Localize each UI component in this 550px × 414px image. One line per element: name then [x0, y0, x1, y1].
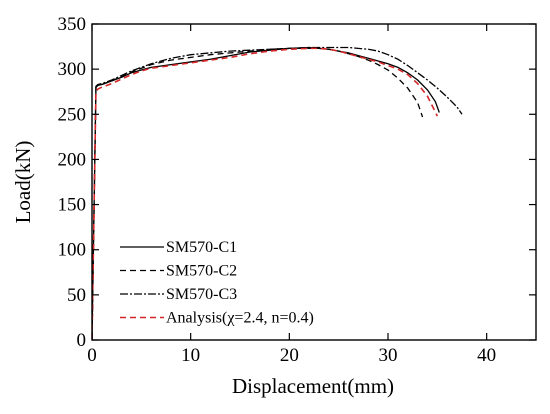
y-tick-label: 100 [58, 240, 87, 261]
series-line-3 [92, 46, 463, 340]
legend-label-4: Analysis(χ=2.4, n=0.4) [166, 310, 314, 327]
y-tick-label: 350 [58, 14, 87, 35]
x-tick-label: 0 [87, 345, 97, 366]
y-tick-label: 150 [58, 195, 87, 216]
y-tick-label: 200 [58, 149, 87, 170]
tick-labels: 0 10 20 30 40 0 50 100 150 200 250 300 350 [58, 14, 497, 366]
y-axis-title: Load(kN) [11, 141, 35, 224]
legend-label-2: SM570-C2 [166, 263, 237, 280]
y-tick-label: 0 [77, 330, 87, 351]
plot-frame [91, 23, 537, 341]
x-tick-label: 10 [181, 345, 200, 366]
legend-label-3: SM570-C3 [166, 286, 237, 303]
legend: SM570-C1 SM570-C2 SM570-C3 Analysis(χ=2.4, … [120, 239, 314, 327]
y-tick-label: 300 [58, 59, 87, 80]
y-tick-label: 50 [67, 285, 86, 306]
x-tick-label: 40 [477, 345, 496, 366]
legend-label-1: SM570-C1 [166, 239, 237, 256]
y-tick-label: 250 [58, 104, 87, 125]
series-layer [92, 46, 463, 340]
x-tick-label: 20 [280, 345, 299, 366]
x-axis-title: Displacement(mm) [232, 374, 394, 398]
axes [91, 23, 537, 341]
x-tick-label: 30 [379, 345, 398, 366]
